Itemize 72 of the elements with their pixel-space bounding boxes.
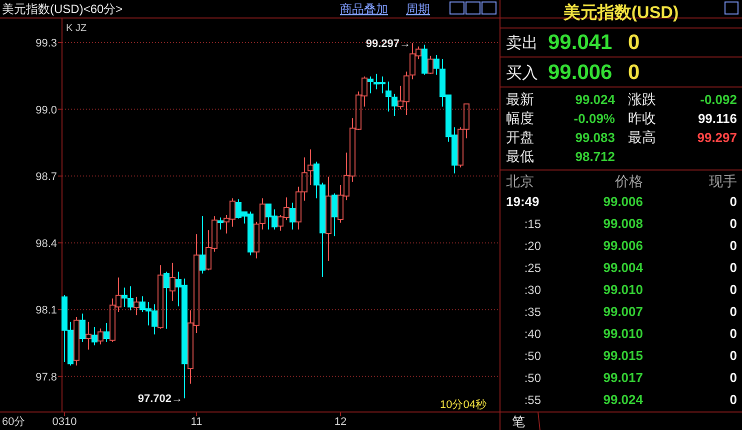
text: 笔 (512, 414, 525, 429)
text: 99.015 (603, 348, 643, 363)
text: 99.083 (575, 130, 615, 145)
text: 0 (730, 216, 737, 231)
text: :50 (524, 371, 542, 385)
text: 99.004 (603, 260, 644, 275)
x-tick-label: 0310 (52, 416, 77, 428)
text: 北京 (506, 173, 534, 189)
text: 99.006 (548, 61, 612, 84)
text: 98.712 (575, 149, 615, 164)
text: :35 (524, 305, 542, 319)
y-tick-label: 99.0 (36, 104, 57, 116)
text: 0 (730, 370, 737, 385)
text: 0 (730, 348, 737, 363)
text: 开盘 (506, 129, 534, 145)
text: 周期 (406, 2, 430, 16)
text: 0 (730, 326, 737, 341)
text: 卖出 (506, 34, 538, 52)
annotation: K JZ (66, 23, 87, 34)
text: 0 (730, 282, 737, 297)
y-tick-label: 99.3 (36, 37, 57, 50)
text: 0 (730, 238, 737, 253)
annotation: 99.297→ (366, 38, 410, 50)
text: 0 (730, 304, 737, 319)
text: 99.017 (603, 370, 643, 385)
text: 昨收 (628, 110, 656, 126)
text: -0.092 (700, 92, 737, 107)
text: :20 (524, 239, 542, 253)
text: 最新 (506, 91, 534, 107)
y-tick-label: 98.7 (36, 171, 57, 184)
text: 最高 (628, 129, 656, 145)
annotation: 97.702→ (138, 393, 182, 406)
text: 0 (730, 260, 737, 275)
text: 0 (730, 392, 737, 407)
text: 99.041 (548, 31, 613, 54)
text: :55 (524, 393, 542, 407)
text: 0 (628, 31, 640, 54)
text: 99.010 (603, 282, 643, 297)
text: :15 (524, 217, 542, 231)
x-tick-label: 12 (334, 416, 347, 428)
text: 99.116 (698, 111, 737, 126)
text: 99.024 (603, 392, 644, 407)
y-tick-label: 98.4 (36, 238, 57, 250)
text: :40 (524, 327, 542, 341)
text: 0 (730, 194, 737, 209)
chart-title: 美元指数(USD)<60分> (2, 2, 123, 16)
text: 19:49 (506, 194, 540, 209)
text: 99.006 (603, 238, 643, 253)
y-tick-label: 98.1 (36, 304, 57, 317)
annotation: 10分04秒 (440, 399, 486, 411)
text: :25 (524, 261, 542, 275)
text: :30 (524, 283, 542, 297)
y-tick-label: 97.8 (36, 371, 57, 384)
text: 买入 (506, 64, 538, 82)
text: -0.09% (574, 111, 616, 126)
x-tick-label: 11 (190, 416, 202, 428)
text: 99.008 (603, 216, 643, 231)
text: 美元指数(USD) (562, 3, 679, 22)
text: 价格 (614, 173, 643, 189)
text: :50 (524, 349, 542, 363)
text: 99.024 (575, 92, 616, 107)
text: 99.007 (603, 304, 643, 319)
text: 现手 (709, 173, 737, 189)
text: 99.297 (697, 130, 737, 145)
text: 最低 (506, 148, 534, 164)
text: 涨跌 (628, 91, 656, 107)
text: 0 (628, 61, 640, 84)
text: 60分 (2, 416, 26, 428)
text: 99.006 (603, 194, 643, 209)
text: 商品叠加 (340, 2, 388, 16)
text: 幅度 (506, 110, 534, 126)
text: 99.010 (603, 326, 643, 341)
